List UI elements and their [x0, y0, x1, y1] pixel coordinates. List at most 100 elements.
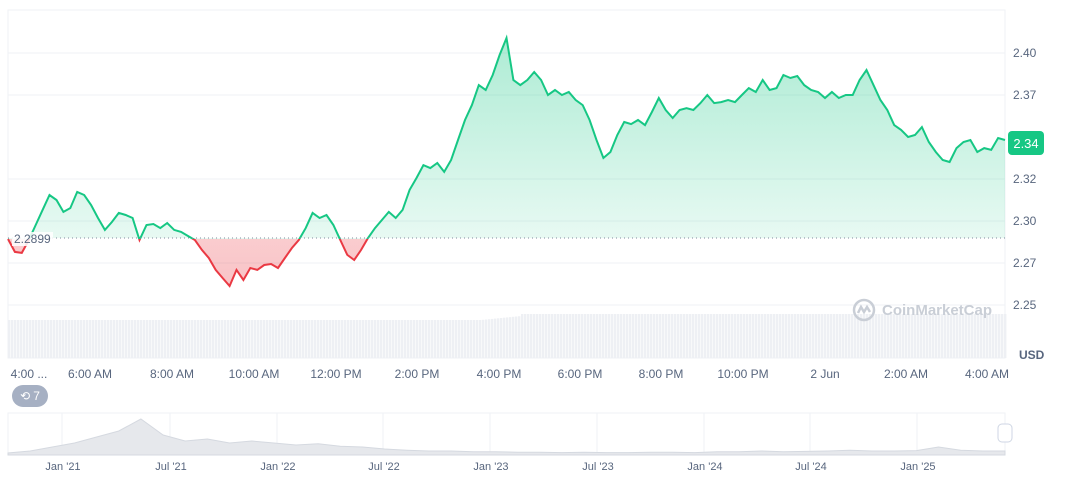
volume-bar [614, 314, 617, 358]
volume-bar [608, 314, 611, 358]
y-axis-unit: USD [1019, 348, 1045, 362]
volume-bar [824, 314, 827, 358]
volume-bar [764, 314, 767, 358]
volume-bar [851, 314, 854, 358]
volume-bar [11, 320, 14, 358]
x-tick-label: 12:00 PM [310, 367, 361, 381]
volume-bar [353, 320, 356, 358]
volume-bar [284, 320, 287, 358]
volume-bar [86, 320, 89, 358]
volume-bar [905, 314, 908, 358]
history-count: 7 [33, 389, 40, 403]
area-up [8, 38, 1005, 239]
volume-bar [293, 320, 296, 358]
volume-bar [950, 314, 953, 358]
volume-bar [389, 320, 392, 358]
volume-bar [815, 314, 818, 358]
volume-bar [335, 320, 338, 358]
volume-bar [74, 320, 77, 358]
volume-bar [626, 314, 629, 358]
x-tick-label: 8:00 AM [150, 367, 194, 381]
y-tick-label: 2.27 [1013, 256, 1037, 270]
navigator-tick-label: Jan '21 [45, 461, 80, 473]
volume-bar [173, 320, 176, 358]
volume-bar [599, 314, 602, 358]
volume-bar [287, 320, 290, 358]
volume-bar [473, 320, 476, 358]
volume-bar [581, 314, 584, 358]
volume-bar [953, 314, 956, 358]
navigator-handle[interactable] [997, 423, 1013, 443]
volume-bar [755, 314, 758, 358]
volume-bar [575, 314, 578, 358]
volume-bar [191, 320, 194, 358]
volume-bar [401, 320, 404, 358]
history-button[interactable]: ⟲ 7 [12, 385, 48, 407]
volume-bar [665, 314, 668, 358]
volume-bar [713, 314, 716, 358]
volume-bar [419, 320, 422, 358]
volume-bar [605, 314, 608, 358]
volume-bar [155, 320, 158, 358]
volume-bar [263, 320, 266, 358]
volume-bar [638, 314, 641, 358]
volume-bar [647, 314, 650, 358]
volume-bar [128, 320, 131, 358]
volume-bar [119, 320, 122, 358]
volume-bar [833, 314, 836, 358]
volume-bar [728, 314, 731, 358]
volume-bar [290, 320, 293, 358]
volume-bar [374, 320, 377, 358]
volume-bar [995, 314, 998, 358]
volume-bar [932, 314, 935, 358]
volume-bar [743, 314, 746, 358]
volume-bar [422, 320, 425, 358]
volume-bar [149, 320, 152, 358]
volume-bar [23, 320, 26, 358]
volume-bar [887, 314, 890, 358]
volume-bar [866, 314, 869, 358]
volume-bar [170, 320, 173, 358]
volume-bar [959, 314, 962, 358]
volume-bar [50, 320, 53, 358]
volume-bar [383, 320, 386, 358]
volume-bar [296, 320, 299, 358]
volume-bar [71, 320, 74, 358]
volume-bar [257, 320, 260, 358]
volume-bar [875, 314, 878, 358]
volume-bar [254, 320, 257, 358]
volume-bar [587, 314, 590, 358]
volume-bar [500, 318, 503, 358]
volume-bar [32, 320, 35, 358]
volume-bar [398, 320, 401, 358]
volume-bar [464, 320, 467, 358]
volume-bar [269, 320, 272, 358]
volume-bar [332, 320, 335, 358]
volume-bar [131, 320, 134, 358]
volume-bar [59, 320, 62, 358]
volume-bar [431, 320, 434, 358]
volume-bar [968, 314, 971, 358]
volume-bar [158, 320, 161, 358]
volume-bar [77, 320, 80, 358]
volume-bar [899, 314, 902, 358]
volume-bar [908, 314, 911, 358]
volume-bar [68, 320, 71, 358]
volume-bar [593, 314, 596, 358]
volume-bar [497, 318, 500, 358]
volume-bar [695, 314, 698, 358]
volume-bar [329, 320, 332, 358]
volume-bar [347, 320, 350, 358]
volume-bar [377, 320, 380, 358]
volume-bar [560, 314, 563, 358]
volume-bar [482, 319, 485, 358]
volume-bar [236, 320, 239, 358]
volume-bar [557, 314, 560, 358]
volume-bar [140, 320, 143, 358]
volume-bar [1004, 314, 1007, 358]
volume-bar [527, 314, 530, 358]
volume-bar [689, 314, 692, 358]
volume-bar [710, 314, 713, 358]
baseline-label: 2.2899 [12, 232, 53, 246]
